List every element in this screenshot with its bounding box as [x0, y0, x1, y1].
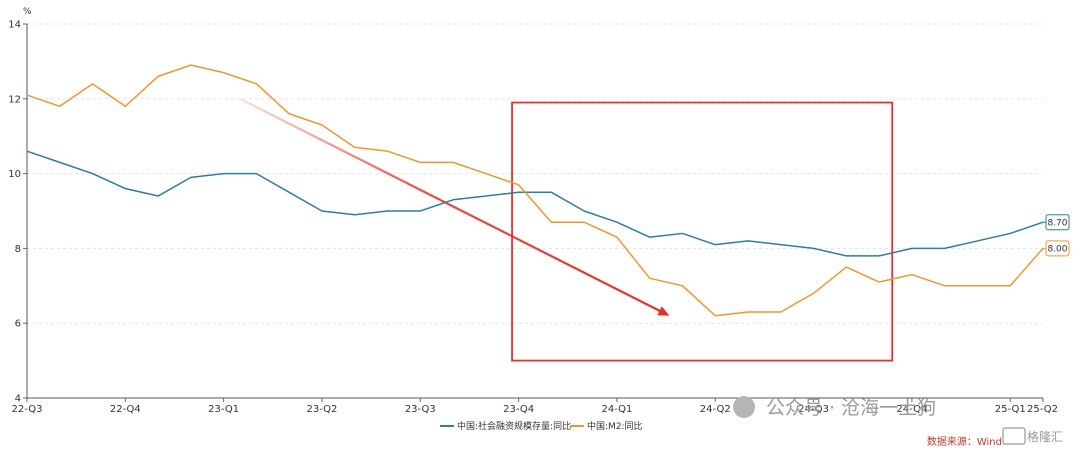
- y-tick-label: 12: [8, 94, 21, 105]
- series-line-2: [26, 64, 1044, 317]
- end-label-box: [1045, 240, 1070, 257]
- watermark-logo-text: 格隆汇: [1027, 429, 1063, 444]
- end-label-text: 8.00: [1047, 245, 1067, 255]
- y-tick-label: 10: [8, 169, 21, 180]
- x-tick-label: 22-Q3: [12, 404, 43, 415]
- end-label-1: 8.70: [1043, 214, 1070, 231]
- watermark: 公众号 · 沧海一土狗 格隆汇: [733, 396, 1063, 445]
- x-tick-label: 23-Q3: [405, 404, 436, 415]
- x-tick-label: 25-Q2: [1027, 404, 1058, 415]
- end-label-layer: 8.70 8.00: [1043, 214, 1070, 257]
- end-label-box: [1045, 214, 1070, 231]
- end-label-text: 8.70: [1047, 218, 1067, 228]
- annotation-layer: [239, 97, 894, 362]
- x-tick-label: 25-Q1: [995, 404, 1026, 415]
- x-tick-label: 23-Q1: [208, 404, 239, 415]
- y-tick-label: 14: [8, 20, 21, 31]
- legend: 中国:社会融资规模存量:同比 中国:M2:同比: [440, 420, 643, 432]
- legend-label-1: 中国:社会融资规模存量:同比: [457, 420, 571, 432]
- x-tick-label: 24-Q1: [601, 404, 632, 415]
- y-tick-label: 4: [15, 394, 21, 405]
- gelonghui-logo-icon: [1002, 427, 1026, 445]
- legend-label-2: 中国:M2:同比: [587, 420, 643, 432]
- series-layer: [26, 64, 1044, 317]
- y-axis-unit: %: [23, 7, 32, 17]
- x-tick-label: 22-Q4: [110, 404, 141, 415]
- x-tick-label: 24-Q4: [896, 404, 927, 415]
- axis-layer: 4 6 8 10 12 14 22-Q3 22-Q4 23-Q1 23-Q2 23-Q3 23-Q4 2…: [8, 20, 1058, 416]
- x-tick-label: 24-Q2: [700, 404, 731, 415]
- source-text: 数据来源：Wind: [927, 435, 1002, 448]
- y-tick-label: 6: [15, 319, 21, 330]
- grid-layer: [27, 23, 1043, 324]
- series-line-1: [26, 150, 1044, 257]
- highlight-box: [511, 101, 894, 362]
- end-label-2: 8.00: [1043, 240, 1070, 257]
- x-tick-label: 23-Q2: [306, 404, 337, 415]
- watermark-text: 公众号 · 沧海一土狗: [766, 397, 936, 419]
- x-tick-label: 24-Q3: [798, 404, 829, 415]
- x-tick-label: 23-Q4: [503, 404, 534, 415]
- wechat-icon: [733, 396, 755, 418]
- trend-arrow-shaft: [239, 97, 662, 313]
- trend-arrow-head: [657, 306, 670, 316]
- y-tick-label: 8: [15, 244, 21, 255]
